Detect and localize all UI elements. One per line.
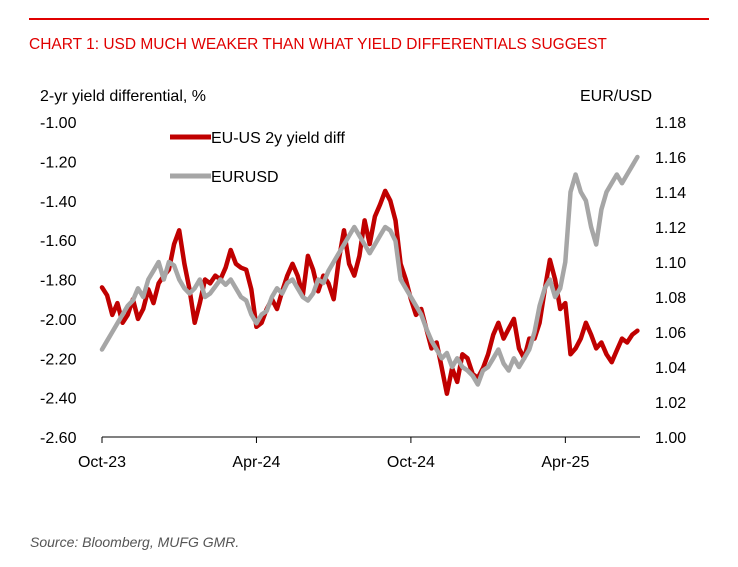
x-tick-label: Apr-24 [232,454,280,471]
left-tick-label: -2.20 [40,351,77,368]
right-tick-label: 1.08 [655,290,686,307]
right-tick-label: 1.04 [655,360,686,377]
series-line-eurusd [99,154,640,387]
left-tick-label: -1.80 [40,273,77,290]
right-tick-label: 1.10 [655,255,686,272]
right-tick-label: 1.00 [655,430,686,447]
legend-label-yield-diff: EU-US 2y yield diff [211,130,346,147]
left-axis-label: 2-yr yield differential, % [40,88,206,105]
right-tick-label: 1.18 [655,115,686,132]
x-tick-label: Apr-25 [541,454,589,471]
right-tick-label: 1.12 [655,220,686,237]
right-tick-label: 1.14 [655,185,686,202]
left-tick-label: -1.20 [40,154,77,171]
left-tick-label: -1.60 [40,233,77,250]
x-tick-label: Oct-23 [78,454,126,471]
header-rule [29,18,709,20]
chart-title: CHART 1: USD MUCH WEAKER THAN WHAT YIELD… [29,36,607,53]
legend-label-eurusd: EURUSD [211,169,279,186]
left-tick-label: -2.60 [40,430,77,447]
left-tick-label: -1.40 [40,194,77,211]
source-note: Source: Bloomberg, MUFG GMR. [30,534,240,550]
chart-area: 2-yr yield differential, % EUR/USD -1.00… [40,88,686,471]
x-tick-label: Oct-24 [387,454,435,471]
legend: EU-US 2y yield diff EURUSD [170,130,346,186]
right-tick-label: 1.02 [655,395,686,412]
left-tick-label: -2.00 [40,312,77,329]
right-tick-label: 1.06 [655,325,686,342]
left-tick-label: -2.40 [40,391,77,408]
right-axis-label: EUR/USD [580,88,652,105]
left-tick-label: -1.00 [40,115,77,132]
series-line-yield-diff [99,188,640,396]
right-tick-label: 1.16 [655,150,686,167]
